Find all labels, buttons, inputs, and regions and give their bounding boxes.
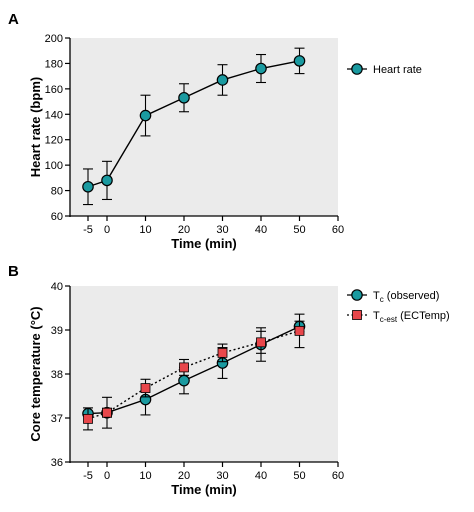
legend-label: Tc-est (ECTemp) bbox=[373, 310, 450, 324]
y-tick-label: 37 bbox=[51, 413, 63, 425]
data-point bbox=[217, 347, 228, 358]
x-tick-label: 30 bbox=[216, 224, 228, 236]
x-axis-title: Time (min) bbox=[171, 482, 237, 497]
panel-a: A 60 80 100 120 140 160 180 200 -5 0 10 20 30 40 50 60 T… bbox=[8, 11, 422, 251]
legend-marker bbox=[352, 310, 362, 320]
data-point bbox=[179, 362, 189, 373]
x-axis-title: Time (min) bbox=[171, 236, 237, 251]
plot-area bbox=[70, 38, 338, 216]
x-tick-label: -5 bbox=[83, 224, 93, 236]
legend-label-rest: (observed) bbox=[384, 290, 440, 302]
data-point bbox=[178, 91, 190, 104]
y-tick-label: 39 bbox=[51, 325, 63, 337]
y-tick-label: 100 bbox=[45, 160, 63, 172]
y-axis-title: Core temperature (°C) bbox=[28, 306, 43, 441]
data-point bbox=[140, 383, 151, 393]
y-tick-label: 200 bbox=[45, 33, 63, 45]
legend-marker bbox=[351, 63, 363, 75]
y-tick-label: 160 bbox=[45, 84, 63, 96]
panel-a-label: A bbox=[8, 11, 19, 28]
data-point bbox=[256, 337, 266, 348]
x-tick-label: 40 bbox=[255, 470, 267, 482]
x-tick-label: -5 bbox=[83, 470, 93, 482]
panel-b-label: B bbox=[8, 263, 19, 280]
data-point bbox=[102, 407, 112, 418]
legend-label-subscript: c bbox=[380, 295, 384, 304]
x-tick-label: 50 bbox=[293, 224, 305, 236]
y-tick-label: 40 bbox=[51, 281, 63, 293]
x-tick-label: 0 bbox=[104, 224, 110, 236]
legend-marker bbox=[351, 289, 363, 301]
x-tick-label: 20 bbox=[178, 224, 190, 236]
legend-label-main: T bbox=[373, 310, 380, 322]
data-point bbox=[293, 55, 306, 67]
y-tick-label: 60 bbox=[51, 211, 63, 223]
y-tick-label: 36 bbox=[51, 457, 63, 469]
data-point bbox=[216, 74, 229, 86]
legend-label-main: T bbox=[373, 290, 380, 302]
y-tick-label: 140 bbox=[45, 109, 63, 121]
legend-label: Tc (observed) bbox=[373, 290, 439, 304]
y-axis-title: Heart rate (bpm) bbox=[28, 77, 43, 177]
x-tick-label: 20 bbox=[178, 470, 190, 482]
y-tick-label: 180 bbox=[45, 58, 63, 70]
data-point bbox=[255, 62, 267, 75]
y-tick-label: 120 bbox=[45, 135, 63, 147]
y-tick-label: 38 bbox=[51, 369, 63, 381]
data-point bbox=[178, 374, 190, 387]
x-tick-label: 60 bbox=[332, 470, 344, 482]
x-tick-label: 10 bbox=[139, 470, 151, 482]
x-tick-label: 60 bbox=[332, 224, 344, 236]
x-tick-label: 30 bbox=[216, 470, 228, 482]
data-point bbox=[294, 325, 305, 336]
x-tick-label: 10 bbox=[139, 224, 151, 236]
data-point bbox=[83, 413, 93, 424]
data-point bbox=[139, 109, 152, 122]
x-tick-label: 40 bbox=[255, 224, 267, 236]
plot-area bbox=[70, 286, 338, 462]
legend-label-rest: (ECTemp) bbox=[397, 310, 450, 322]
x-tick-label: 50 bbox=[293, 470, 305, 482]
legend-label: Heart rate bbox=[373, 64, 422, 76]
panel-b: B 36 37 38 39 40 -5 0 10 20 30 40 50 60 Time (min) Cor… bbox=[8, 263, 450, 497]
data-point bbox=[82, 180, 94, 193]
y-tick-label: 80 bbox=[51, 186, 63, 198]
legend-label-subscript: c-est bbox=[380, 315, 398, 324]
data-point bbox=[101, 174, 113, 187]
x-tick-label: 0 bbox=[104, 470, 110, 482]
